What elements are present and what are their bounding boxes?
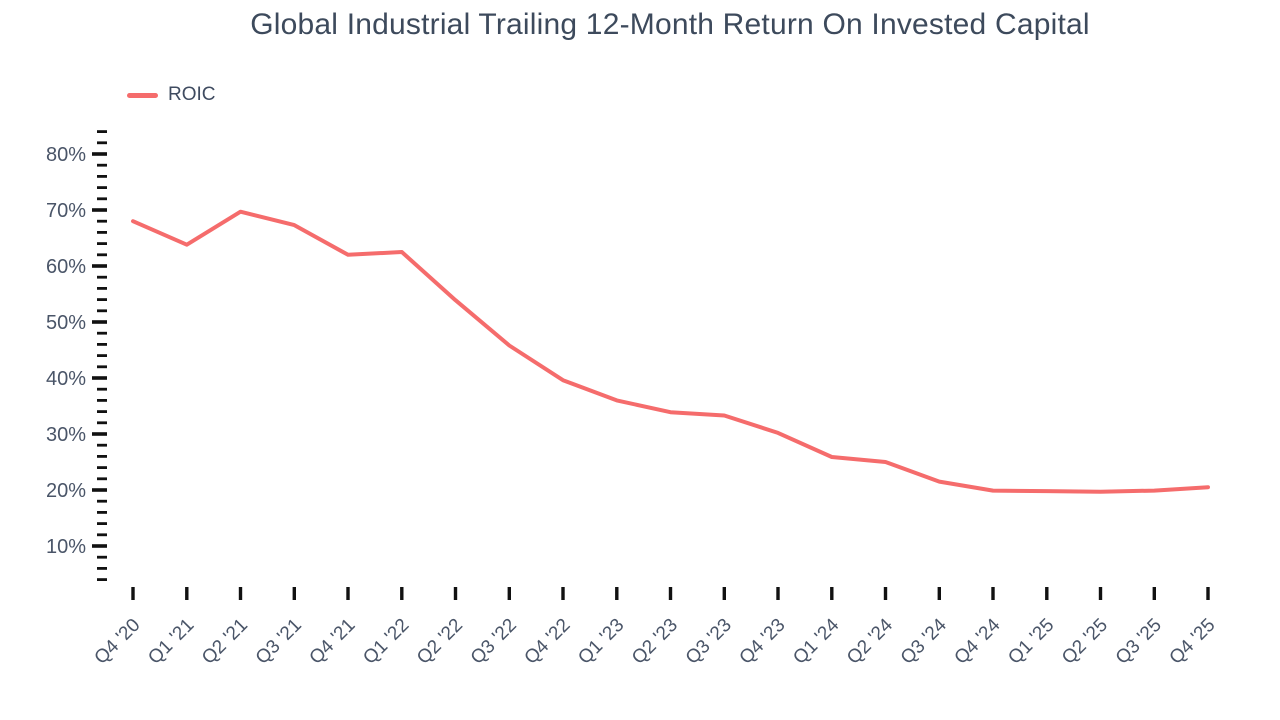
line-swatch-icon [127, 92, 158, 98]
x-tick-label: Q4 '25 [1166, 615, 1220, 669]
x-tick-label: Q1 '24 [789, 614, 843, 668]
x-tick-label: Q3 '24 [897, 614, 951, 668]
y-tick-label: 30% [46, 424, 86, 446]
x-tick-label: Q1 '25 [1004, 615, 1058, 669]
x-tick-label: Q1 '22 [359, 615, 413, 669]
legend-item-roic[interactable]: ROIC [127, 84, 216, 106]
y-tick-label: 50% [46, 312, 86, 334]
y-axis-labels: 10% 20% 30% 40% 50% 60% 70% 80% [46, 144, 86, 558]
x-tick-label: Q2 '23 [628, 615, 682, 669]
x-axis-labels: Q4 '20 Q1 '21 Q2 '21 Q3 '21 Q4 '21 Q1 '22 Q2 '… [91, 614, 1220, 668]
chart-title: Global Industrial Trailing 12-Month Retu… [250, 8, 1090, 41]
x-axis-ticks [131, 587, 1210, 600]
y-tick-label: 40% [46, 368, 86, 390]
y-tick-label: 20% [46, 480, 86, 502]
x-tick-label: Q2 '21 [198, 615, 252, 669]
y-tick-label: 60% [46, 256, 86, 278]
x-tick-label: Q4 '22 [521, 615, 575, 669]
y-tick-label: 10% [46, 536, 86, 558]
x-tick-label: Q1 '21 [144, 615, 198, 669]
x-tick-label: Q2 '24 [843, 614, 897, 668]
legend: ROIC [127, 84, 216, 106]
x-tick-label: Q3 '21 [252, 615, 306, 669]
x-tick-label: Q1 '23 [574, 615, 628, 669]
x-tick-label: Q4 '21 [306, 615, 360, 669]
x-tick-label: Q3 '23 [682, 615, 736, 669]
x-tick-label: Q4 '24 [951, 614, 1005, 668]
y-tick-label: 80% [46, 144, 86, 166]
x-tick-label: Q4 '20 [91, 615, 145, 669]
x-tick-label: Q4 '23 [736, 615, 790, 669]
x-tick-label: Q3 '22 [467, 615, 521, 669]
roic-line[interactable] [131, 209, 1210, 494]
x-tick-label: Q2 '25 [1058, 615, 1112, 669]
y-tick-label: 70% [46, 200, 86, 222]
x-tick-label: Q3 '25 [1112, 615, 1166, 669]
x-tick-label: Q2 '22 [413, 615, 467, 669]
legend-label: ROIC [168, 84, 216, 105]
y-axis-ticks [92, 130, 107, 581]
